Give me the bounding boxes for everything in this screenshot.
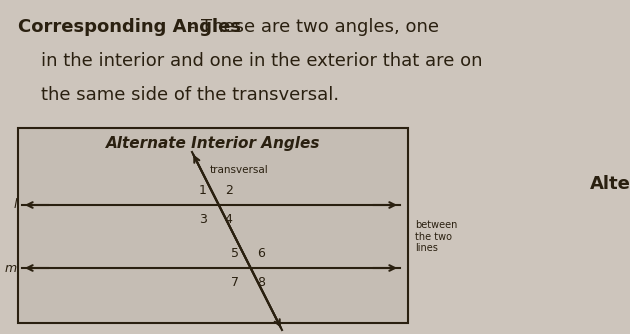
Text: 8: 8 <box>256 276 265 289</box>
Text: transversal: transversal <box>210 165 269 175</box>
Text: - These are two angles, one: - These are two angles, one <box>183 18 439 36</box>
Bar <box>18 128 408 323</box>
Text: 4: 4 <box>225 213 232 226</box>
Text: 1: 1 <box>199 184 207 197</box>
Text: Alterna: Alterna <box>590 175 630 193</box>
Text: 7: 7 <box>231 276 239 289</box>
Text: l: l <box>13 198 17 211</box>
Text: Corresponding Angles: Corresponding Angles <box>18 18 241 36</box>
Text: in the interior and one in the exterior that are on: in the interior and one in the exterior … <box>18 52 483 70</box>
Text: 5: 5 <box>231 247 239 260</box>
Text: the same side of the transversal.: the same side of the transversal. <box>18 86 339 104</box>
Text: 2: 2 <box>225 184 232 197</box>
Text: m: m <box>5 262 17 275</box>
Text: between
the two
lines: between the two lines <box>415 220 457 253</box>
Text: 3: 3 <box>199 213 207 226</box>
Text: 6: 6 <box>256 247 265 260</box>
Text: Alternate Interior Angles: Alternate Interior Angles <box>106 136 320 151</box>
